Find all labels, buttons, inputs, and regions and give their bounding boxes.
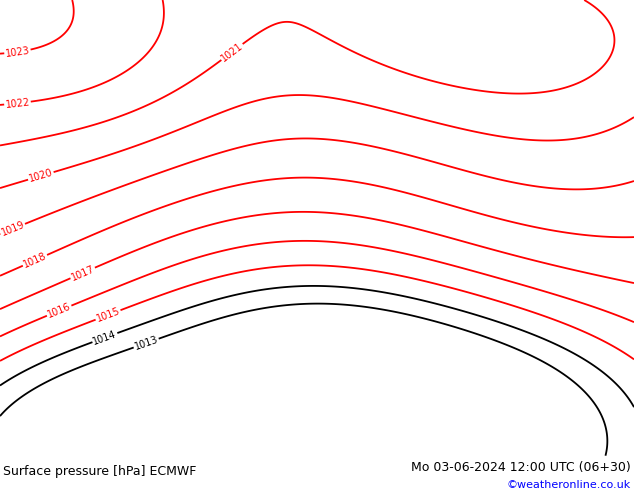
Text: 1020: 1020 [28,168,54,184]
Text: 1021: 1021 [219,41,245,63]
Text: 1022: 1022 [4,97,30,110]
Text: Mo 03-06-2024 12:00 UTC (06+30): Mo 03-06-2024 12:00 UTC (06+30) [411,461,631,474]
Text: 1016: 1016 [46,301,72,320]
Text: Surface pressure [hPa] ECMWF: Surface pressure [hPa] ECMWF [3,465,197,478]
Text: 1015: 1015 [94,306,121,324]
Text: 1014: 1014 [92,329,118,346]
Text: 1023: 1023 [4,45,30,59]
Text: 1013: 1013 [133,334,159,352]
Text: 1019: 1019 [0,220,26,238]
Text: 1018: 1018 [22,251,48,270]
Text: 1017: 1017 [69,264,96,282]
Text: ©weatheronline.co.uk: ©weatheronline.co.uk [507,480,631,490]
